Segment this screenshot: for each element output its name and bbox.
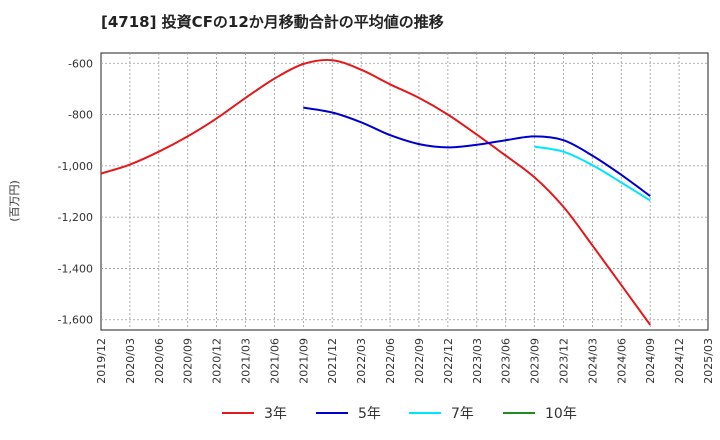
x-tick-label: 2023/12: [557, 338, 570, 384]
plot-area: [100, 52, 709, 331]
x-tick-label: 2024/03: [586, 338, 599, 384]
legend-label: 5年: [358, 406, 381, 422]
x-tick-label: 2019/12: [95, 338, 108, 384]
x-tick-label: 2025/03: [702, 338, 715, 384]
x-tick-label: 2020/06: [153, 338, 166, 384]
legend-label: 10年: [545, 406, 577, 422]
x-tick-label: 2024/06: [615, 338, 628, 384]
x-tick-label: 2024/12: [673, 338, 686, 384]
x-tick-label: 2022/03: [355, 338, 368, 384]
x-tick-label: 2022/12: [442, 338, 455, 384]
x-tick-labels: 2019/12 2020/03 2020/06 2020/09 2020/12 2021/…: [95, 338, 715, 384]
x-tick-label: 2022/09: [413, 338, 426, 384]
chart-title: [4718] 投資CFの12か月移動合計の平均値の推移: [101, 13, 444, 31]
legend-label: 7年: [451, 406, 474, 422]
x-tick-label: 2020/03: [124, 338, 137, 384]
x-tick-label: 2022/06: [384, 338, 397, 384]
y-tick-label: -1,400: [58, 262, 93, 275]
y-tick-label: -800: [68, 109, 93, 122]
x-tick-label: 2021/03: [240, 338, 253, 384]
y-tick-label: -1,000: [58, 160, 93, 173]
x-tick-label: 2023/06: [500, 338, 513, 384]
y-axis-label: (百万円): [8, 180, 21, 222]
x-tick-label: 2023/09: [529, 338, 542, 384]
y-tick-label: -1,600: [58, 314, 93, 327]
series-line-3: [534, 145, 651, 202]
x-tick-label: 2020/12: [211, 338, 224, 384]
legend-label: 3年: [264, 406, 287, 422]
x-tick-label: 2023/03: [471, 338, 484, 384]
x-tick-label: 2020/09: [182, 338, 195, 384]
x-tick-label: 2021/12: [326, 338, 339, 384]
x-tick-label: 2021/06: [268, 338, 281, 384]
x-tick-label: 2021/09: [297, 338, 310, 384]
y-tick-label: -600: [68, 57, 93, 70]
x-tick-label: 2024/09: [644, 338, 657, 384]
grid-layer: [101, 53, 708, 330]
y-tick-labels: -600 -800 -1,000 -1,200 -1,400 -1,600: [58, 57, 93, 326]
series-line-1: [100, 58, 652, 326]
y-tick-label: -1,200: [58, 211, 93, 224]
series-line-2: [303, 106, 651, 197]
legend: 3年 5年 7年 10年: [222, 406, 577, 422]
series-lines: [100, 58, 652, 326]
